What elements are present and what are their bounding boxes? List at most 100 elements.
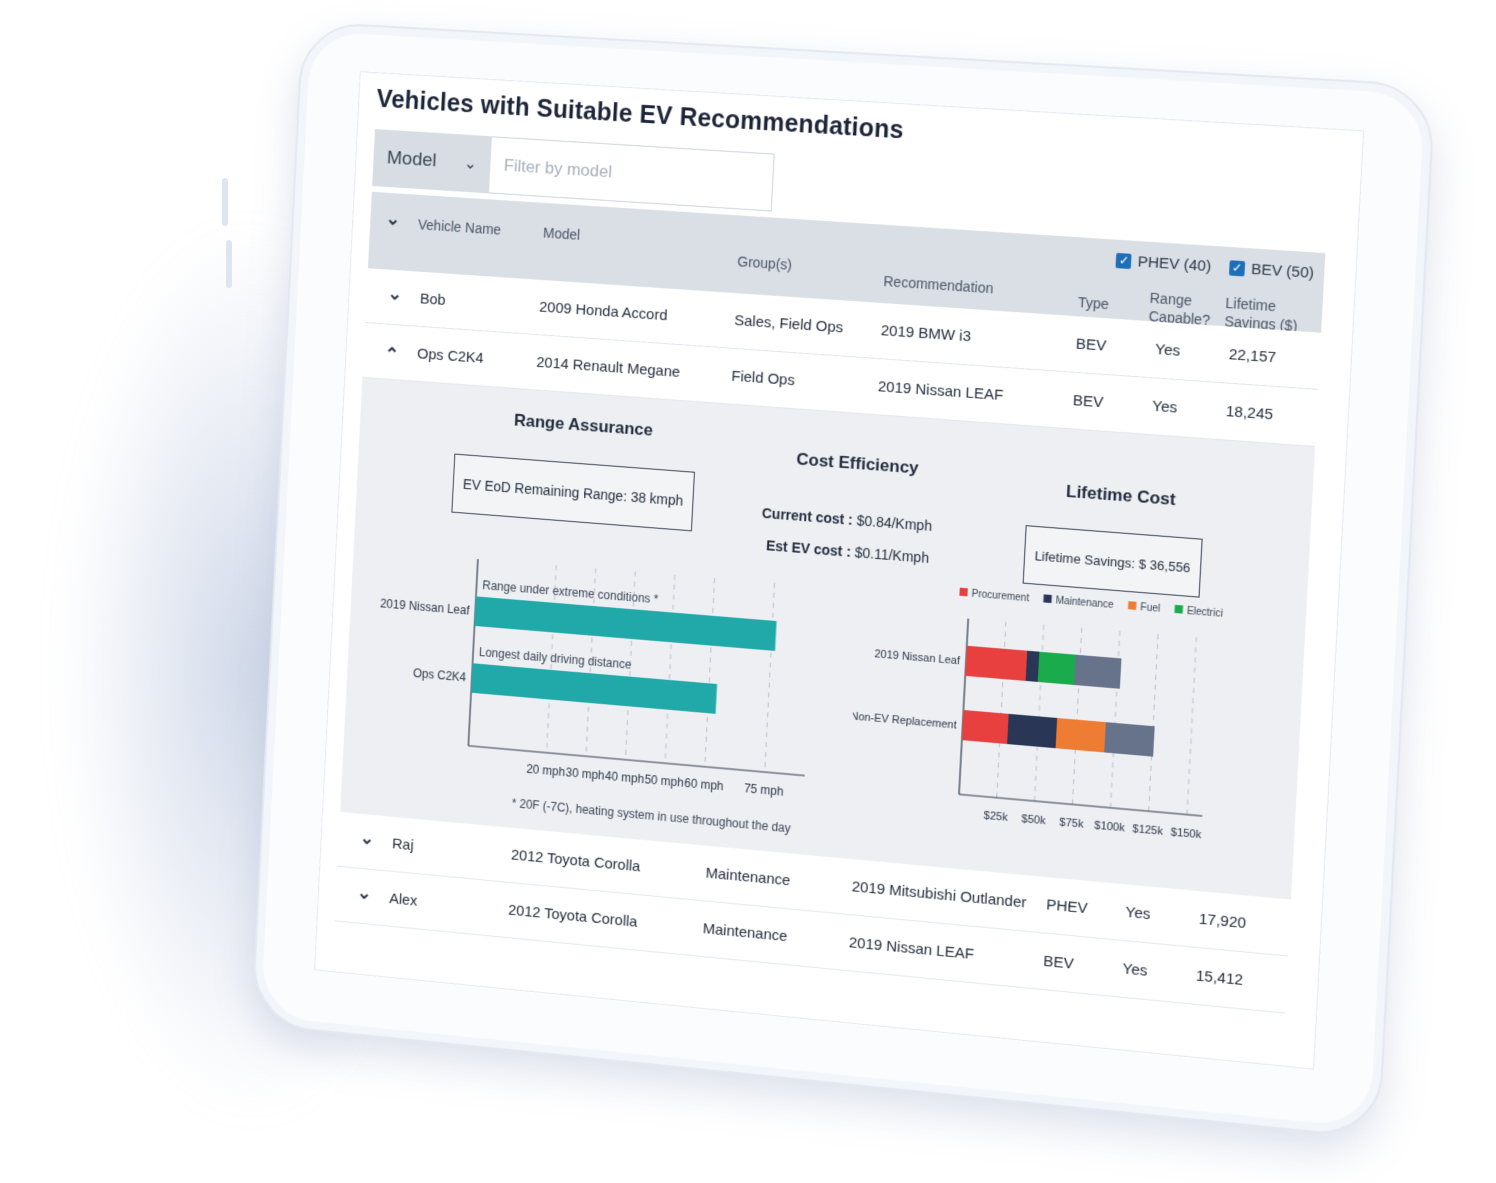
grid-line bbox=[1072, 628, 1081, 805]
cell-lifetime-savings: 22,157 bbox=[1228, 346, 1276, 367]
cell-groups: Field Ops bbox=[731, 368, 795, 389]
header-range-line1: Range bbox=[1149, 290, 1192, 309]
remaining-range-callout: EV EoD Remaining Range: 38 kmph bbox=[451, 454, 695, 532]
row-details-panel: Range Assurance EV EoD Remaining Range: … bbox=[340, 378, 1315, 900]
expand-chevron-down-icon[interactable]: ⌄ bbox=[359, 828, 374, 850]
y-axis bbox=[468, 559, 478, 746]
cell-range-capable: Yes bbox=[1122, 960, 1148, 980]
collapse-chevron-up-icon[interactable]: ⌃ bbox=[384, 344, 399, 366]
header-model[interactable]: Model bbox=[543, 225, 581, 243]
legend-label: Procurement bbox=[971, 589, 1029, 605]
bev-filter-checkbox[interactable]: ✓ BEV (50) bbox=[1229, 259, 1314, 282]
tablet-screen: Vehicles with Suitable EV Recommendation… bbox=[314, 71, 1364, 1069]
x-tick-label: $75k bbox=[1059, 816, 1084, 830]
cost-efficiency-title: Cost Efficiency bbox=[796, 449, 919, 478]
cost-segment-others bbox=[1074, 655, 1121, 689]
cell-type: BEV bbox=[1075, 335, 1106, 354]
x-tick-label: 40 mph bbox=[605, 769, 645, 787]
cell-range-capable: Yes bbox=[1152, 398, 1178, 417]
cell-model: 2012 Toyota Corolla bbox=[511, 847, 641, 876]
checkmark-icon: ✓ bbox=[1116, 253, 1132, 269]
cell-lifetime-savings: 18,245 bbox=[1225, 403, 1273, 424]
chevron-down-icon: ⌄ bbox=[464, 153, 478, 173]
cell-model: 2012 Toyota Corolla bbox=[508, 902, 638, 931]
expand-chevron-down-icon[interactable]: ⌄ bbox=[357, 882, 372, 904]
phev-filter-label: PHEV (40) bbox=[1137, 253, 1211, 275]
grid-line bbox=[1035, 625, 1044, 801]
lifetime-savings-callout: Lifetime Savings: $ 36,556 bbox=[1023, 525, 1203, 597]
cell-type: BEV bbox=[1043, 953, 1074, 973]
grid-line bbox=[665, 575, 675, 763]
range-bar bbox=[471, 663, 717, 714]
cell-recommendation: 2019 Nissan LEAF bbox=[878, 378, 1004, 404]
header-type[interactable]: Type bbox=[1078, 294, 1110, 312]
x-tick-label: 30 mph bbox=[565, 765, 605, 782]
est-ev-cost-label: Est EV cost : bbox=[766, 537, 852, 560]
cell-model: 2014 Renault Megane bbox=[536, 354, 680, 381]
legend-label: Maintenance bbox=[1055, 595, 1114, 611]
header-savings-line1: Lifetime bbox=[1225, 295, 1276, 315]
current-cost-value: $0.84/Kmph bbox=[856, 512, 932, 534]
cell-lifetime-savings: 15,412 bbox=[1195, 967, 1243, 989]
legend-label: Fuel bbox=[1140, 602, 1160, 615]
cell-type: BEV bbox=[1072, 392, 1103, 411]
header-vehicle-name[interactable]: Vehicle Name bbox=[418, 216, 502, 237]
current-cost-label: Current cost : bbox=[762, 505, 854, 528]
grid-line bbox=[765, 583, 775, 772]
cell-model: 2009 Honda Accord bbox=[539, 299, 668, 325]
collapse-all-chevron-icon[interactable]: ⌄ bbox=[385, 208, 400, 230]
volume-down-button bbox=[226, 240, 232, 288]
cell-type: PHEV bbox=[1046, 896, 1088, 917]
est-ev-cost-value: $0.11/Kmph bbox=[854, 544, 929, 566]
y-category-label: Ops C2K4 bbox=[413, 666, 467, 685]
expand-chevron-down-icon[interactable]: ⌄ bbox=[387, 283, 402, 305]
x-tick-label: $25k bbox=[983, 810, 1008, 824]
model-select-label: Model bbox=[386, 148, 437, 173]
checkmark-icon: ✓ bbox=[1229, 260, 1245, 276]
legend-swatch bbox=[1174, 605, 1183, 614]
bev-filter-label: BEV (50) bbox=[1251, 261, 1315, 282]
cell-groups: Maintenance bbox=[702, 920, 787, 945]
header-groups[interactable]: Group(s) bbox=[737, 253, 792, 273]
cell-vehicle-name: Bob bbox=[420, 290, 446, 308]
lifetime-cost-title: Lifetime Cost bbox=[1066, 482, 1177, 510]
filter-input[interactable] bbox=[489, 136, 775, 211]
current-cost-line: Current cost : $0.84/Kmph bbox=[762, 505, 933, 534]
y-category-label: 2019 Nissan Leaf bbox=[380, 596, 471, 617]
lifetime-cost-chart: ProcurementMaintenanceFuelElectricityOth… bbox=[847, 580, 1223, 853]
cost-segment-fuel bbox=[1056, 718, 1106, 752]
type-filters: ✓ PHEV (40) ✓ BEV (50) bbox=[1116, 252, 1314, 282]
x-tick-label: 20 mph bbox=[526, 762, 565, 779]
y-category-label: 2019 Nissan Leaf bbox=[874, 648, 961, 667]
x-tick-label: 50 mph bbox=[644, 772, 684, 790]
grid-line bbox=[997, 622, 1006, 798]
cost-segment-maintenance bbox=[1007, 714, 1057, 748]
cell-groups: Sales, Field Ops bbox=[734, 312, 844, 336]
range-assurance-chart: 20 mph 30 mph 40 mph 50 mph 60 mph 75 mph2019… bbox=[361, 541, 830, 817]
cost-segment-procurement bbox=[962, 710, 1009, 744]
model-select[interactable]: Model ⌄ bbox=[372, 129, 492, 193]
cost-segment-electricity bbox=[1038, 652, 1076, 685]
cell-range-capable: Yes bbox=[1155, 341, 1181, 360]
cell-lifetime-savings: 17,920 bbox=[1199, 910, 1247, 932]
est-ev-cost-line: Est EV cost : $0.11/Kmph bbox=[766, 537, 930, 566]
vehicles-table: ⌄ Vehicle Name Model Group(s) Recommenda… bbox=[335, 192, 1326, 1014]
grid-line bbox=[1187, 637, 1196, 814]
cost-segment-others bbox=[1104, 722, 1154, 757]
cell-range-capable: Yes bbox=[1125, 904, 1151, 924]
x-tick-label: $50k bbox=[1021, 813, 1046, 827]
x-tick-label: 60 mph bbox=[684, 776, 724, 794]
grid-line bbox=[1149, 634, 1158, 811]
cell-vehicle-name: Alex bbox=[389, 890, 418, 909]
legend-swatch bbox=[1043, 594, 1052, 603]
phev-filter-checkbox[interactable]: ✓ PHEV (40) bbox=[1116, 252, 1212, 275]
y-axis bbox=[959, 619, 968, 795]
legend-swatch bbox=[959, 588, 967, 597]
grid-line bbox=[705, 578, 715, 767]
cell-recommendation: 2019 BMW i3 bbox=[880, 322, 971, 345]
legend-label: Electricity bbox=[1187, 606, 1224, 621]
cell-vehicle-name: Ops C2K4 bbox=[417, 345, 484, 366]
header-recommendation[interactable]: Recommendation bbox=[883, 273, 994, 296]
range-assurance-title: Range Assurance bbox=[514, 411, 654, 441]
legend-swatch bbox=[1128, 601, 1137, 610]
